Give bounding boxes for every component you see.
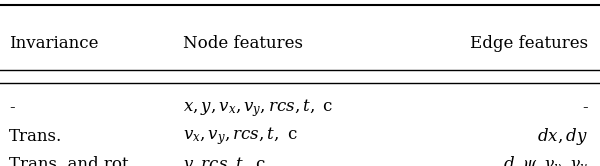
Text: Node features: Node features [183,35,303,52]
Text: $x,y,v_x,v_y,rcs,t,$ c: $x,y,v_x,v_y,rcs,t,$ c [183,97,334,119]
Text: $v_x,v_y,rcs,t,$ c: $v_x,v_y,rcs,t,$ c [183,125,298,147]
Text: $dx,dy$: $dx,dy$ [538,126,588,147]
Text: Trans.: Trans. [9,128,62,145]
Text: $v,rcs,t,$ c: $v,rcs,t,$ c [183,156,266,166]
Text: -: - [9,99,14,116]
Text: Invariance: Invariance [9,35,98,52]
Text: Edge features: Edge features [470,35,588,52]
Text: -: - [583,99,588,116]
Text: Trans. and rot.: Trans. and rot. [9,156,134,166]
Text: $d,\psi,\gamma_{\nu},\gamma_{u}$: $d,\psi,\gamma_{\nu},\gamma_{u}$ [503,154,588,166]
